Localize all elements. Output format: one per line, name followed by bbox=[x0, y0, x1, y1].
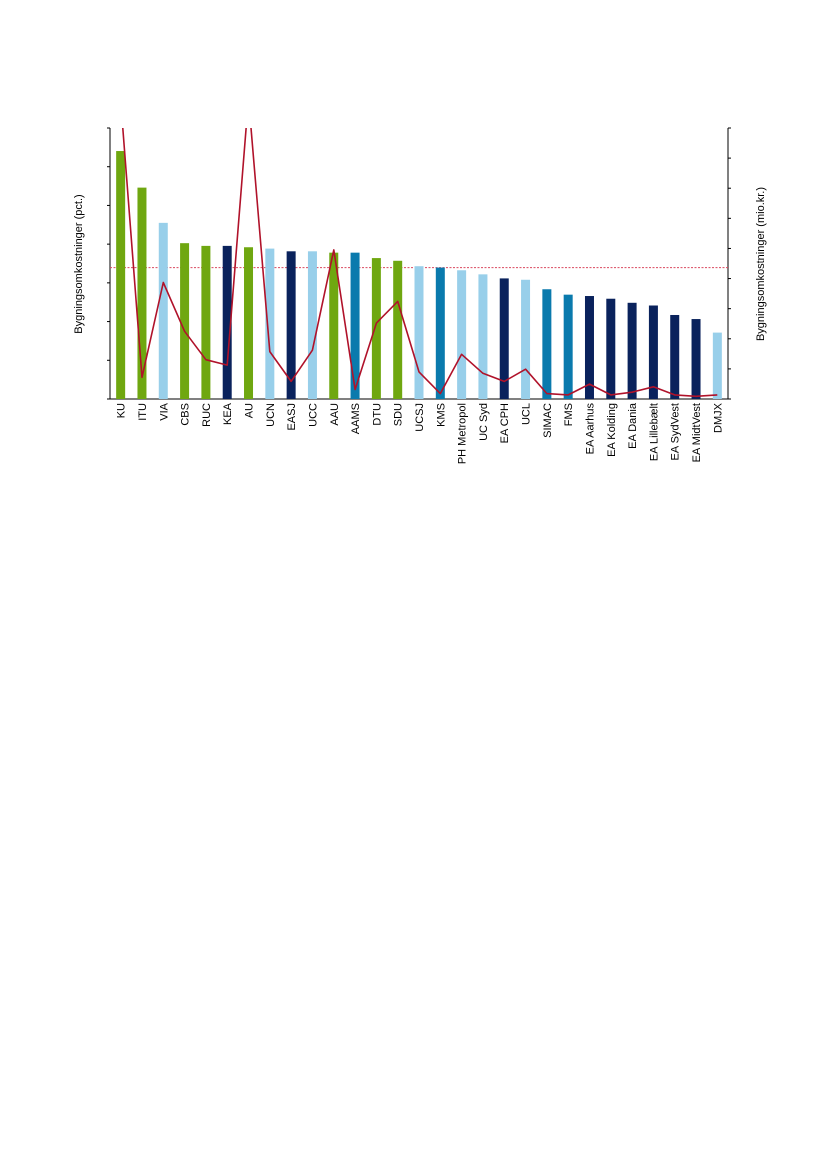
bar-simac bbox=[542, 289, 552, 399]
bar-ucn bbox=[265, 248, 275, 399]
x-tick-label: CBS bbox=[180, 403, 192, 426]
bar-sdu bbox=[393, 260, 403, 399]
x-axis-labels: KU ITU VIA CBS RUC KEA AU UCN EASJ UCC AAU AAMS DTU S… bbox=[116, 402, 725, 464]
bar-ea-cph bbox=[499, 278, 509, 399]
line-series-path bbox=[121, 128, 718, 398]
x-tick-label: SDU bbox=[393, 403, 405, 426]
bar-ucl bbox=[521, 279, 531, 399]
bar-ea-dania bbox=[627, 302, 637, 399]
x-tick-label: AAU bbox=[329, 403, 341, 426]
bar-aams bbox=[350, 252, 360, 399]
x-tick-label: AAMS bbox=[350, 403, 362, 434]
x-tick-label: UCC bbox=[307, 403, 319, 427]
bar-via bbox=[158, 222, 168, 399]
bar-kms bbox=[435, 267, 445, 399]
bar-ea-kolding bbox=[606, 298, 616, 399]
bar-cbs bbox=[180, 243, 190, 399]
right-axis bbox=[728, 127, 731, 400]
x-tick-label: EA MidtVest bbox=[691, 403, 703, 462]
bar-ea-midtvest bbox=[691, 319, 701, 399]
left-axis bbox=[107, 127, 110, 400]
bar-aau bbox=[329, 252, 339, 399]
x-tick-label: DMJX bbox=[712, 402, 724, 433]
x-tick-label: KMS bbox=[435, 403, 447, 427]
bar-uc-syd bbox=[478, 274, 488, 399]
x-tick-label: DTU bbox=[371, 403, 383, 426]
x-tick-label: EA Aarhus bbox=[584, 403, 596, 455]
bar-kea bbox=[222, 245, 232, 399]
x-tick-label: RUC bbox=[201, 403, 213, 427]
bar-ucc bbox=[307, 251, 317, 399]
x-tick-label: EA Kolding bbox=[606, 403, 618, 457]
x-tick-label: EA Lillebælt bbox=[648, 403, 660, 461]
bar-dtu bbox=[371, 258, 381, 399]
bar-ea-lillebælt bbox=[648, 305, 658, 399]
x-tick-label: AU bbox=[244, 403, 256, 418]
bar-ph-metropol bbox=[457, 270, 467, 399]
x-tick-label: EA Dania bbox=[627, 402, 639, 449]
bar-ku bbox=[116, 151, 126, 399]
left-axis-title: Bygningsomkostninger (pct.) bbox=[73, 194, 85, 333]
bar-itu bbox=[137, 187, 147, 399]
x-tick-label: EASJ bbox=[286, 403, 298, 431]
x-tick-label: ITU bbox=[137, 403, 149, 421]
bar-ea-aarhus bbox=[584, 296, 594, 399]
bar-fms bbox=[563, 294, 573, 399]
line-series bbox=[121, 128, 718, 398]
x-tick-label: UCL bbox=[521, 403, 533, 425]
bar-series bbox=[116, 151, 722, 399]
x-tick-label: FMS bbox=[563, 403, 575, 426]
x-tick-label: SIMAC bbox=[542, 403, 554, 438]
x-tick-label: UCSJ bbox=[414, 403, 426, 432]
x-tick-label: UC Syd bbox=[478, 403, 490, 441]
bar-ea-sydvest bbox=[670, 314, 680, 399]
x-tick-label: UCN bbox=[265, 403, 277, 427]
bar-dmjx bbox=[712, 332, 722, 399]
bar-ucsj bbox=[414, 266, 424, 399]
x-tick-label: KU bbox=[116, 403, 128, 418]
x-tick-label: KEA bbox=[222, 402, 234, 425]
x-tick-label: EA CPH bbox=[499, 403, 511, 443]
x-tick-label: VIA bbox=[158, 402, 170, 420]
bar-easj bbox=[286, 251, 296, 399]
bar-ruc bbox=[201, 245, 211, 399]
x-tick-label: EA SydVest bbox=[670, 403, 682, 460]
right-axis-title: Bygningsomkostninger (mio.kr.) bbox=[755, 187, 767, 341]
bar-au bbox=[244, 247, 254, 399]
x-tick-label: PH Metropol bbox=[457, 403, 469, 464]
